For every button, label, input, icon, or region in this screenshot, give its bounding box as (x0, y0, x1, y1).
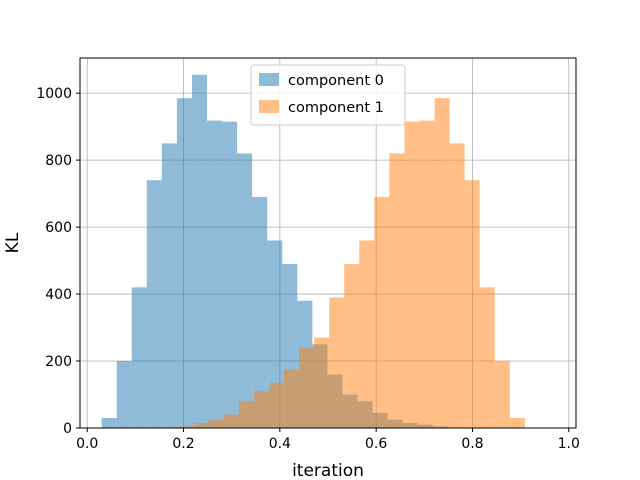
bar-series0-bin0 (101, 417, 117, 428)
bar-series1-bin1 (193, 422, 209, 428)
bar-series1-bin22 (509, 417, 525, 428)
plot-frame (79, 57, 577, 429)
bar-series1-bin11 (344, 263, 360, 428)
x-tick-label-0: 0.0 (76, 436, 98, 452)
y-tick-label-3: 600 (45, 220, 72, 236)
legend-box (250, 64, 406, 126)
bar-series1-bin3 (223, 414, 239, 428)
x-tick-label-2: 0.4 (269, 436, 291, 452)
bar-series1-bin21 (494, 361, 510, 428)
bar-series1-bin12 (359, 240, 375, 428)
bar-series0-bin8 (222, 121, 238, 429)
bar-series0-bin11 (267, 240, 283, 428)
bar-series1-bin20 (479, 287, 495, 428)
legend-swatch-component-1 (259, 100, 279, 113)
x-axis-title: iteration (292, 461, 364, 480)
bar-series1-bin16 (419, 120, 435, 428)
x-tick-label-4: 0.8 (461, 436, 483, 452)
x-tick-label-1: 0.2 (172, 436, 194, 452)
bars-layer (101, 74, 525, 429)
bar-series1-bin4 (238, 401, 254, 428)
bar-series0-bin5 (176, 98, 192, 428)
y-tick-label-1: 200 (45, 354, 72, 370)
bar-series0-bin10 (252, 196, 268, 428)
y-tick-label-4: 800 (45, 153, 72, 169)
bar-series0-bin3 (146, 180, 162, 428)
bar-series1-bin6 (269, 382, 285, 428)
y-tick-label-5: 1000 (36, 86, 72, 102)
bar-series1-bin13 (374, 196, 390, 428)
legend-label-component-0: component 0 (288, 73, 384, 89)
bar-series1-bin5 (253, 391, 270, 428)
bar-series1-bin8 (299, 347, 315, 428)
legend: component 0 component 1 (250, 64, 406, 126)
bar-series1-bin2 (208, 419, 224, 428)
bar-series0-bin9 (237, 153, 253, 428)
bar-series0-bin6 (191, 74, 208, 429)
bar-series1-bin15 (404, 121, 420, 429)
bar-series0-bin4 (161, 143, 177, 428)
bar-series1-bin9 (314, 337, 330, 428)
y-axis-title: KL (3, 232, 23, 253)
bar-series0-bin1 (116, 361, 132, 428)
bar-series1-bin14 (389, 153, 405, 428)
bar-series1-bin7 (284, 369, 300, 428)
bar-series1-bin0 (178, 426, 194, 428)
bar-series0-bin2 (131, 287, 147, 428)
x-tick-label-3: 0.6 (365, 436, 387, 452)
x-tick-label-5: 1.0 (558, 436, 580, 452)
y-tick-label-2: 400 (45, 287, 72, 303)
legend-swatch-component-0 (259, 73, 279, 86)
bar-series1-bin19 (464, 180, 480, 428)
ticks-layer: 0.0 0.2 0.4 0.6 0.8 1.0 0 200 400 600 800 1000 (36, 86, 580, 452)
bar-series0-bin7 (207, 120, 223, 428)
bar-series1-bin18 (449, 143, 465, 428)
y-tick-label-0: 0 (63, 421, 72, 437)
bar-series1-bin17 (434, 98, 450, 428)
legend-label-component-1: component 1 (288, 100, 384, 116)
bar-series1-bin10 (329, 297, 345, 428)
